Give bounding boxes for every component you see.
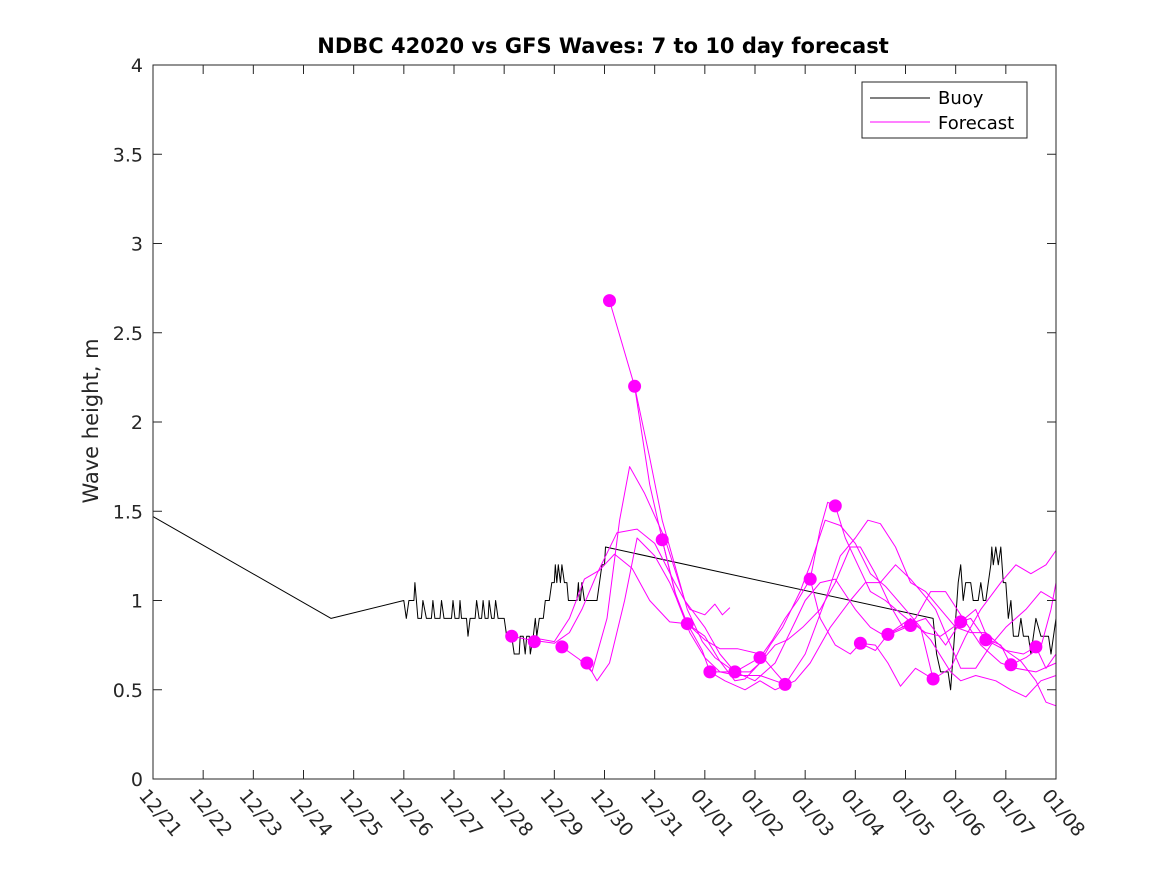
forecast-series-line-9 (809, 550, 1057, 687)
y-tick-label: 1.5 (113, 501, 143, 523)
y-tick-label: 2 (131, 412, 143, 434)
forecast-series-line-6 (634, 386, 1057, 673)
forecast-series-line-11 (887, 617, 1057, 698)
forecast-marker-20 (1004, 658, 1018, 672)
forecast-marker-10 (753, 651, 767, 665)
y-tick-label: 3.5 (113, 144, 143, 166)
forecast-marker-21 (1029, 640, 1043, 654)
legend: Buoy Forecast (861, 81, 1028, 139)
forecast-marker-19 (979, 633, 993, 647)
forecast-marker-5 (628, 379, 642, 393)
legend-forecast-label: Forecast (938, 113, 1014, 134)
y-tick-label: 0.5 (113, 680, 143, 702)
chart-title: NDBC 42020 vs GFS Waves: 7 to 10 day for… (317, 34, 888, 58)
forecast-marker-1 (527, 635, 541, 649)
forecast-marker-13 (828, 499, 842, 513)
forecast-marker-6 (655, 533, 669, 547)
forecast-marker-15 (881, 627, 895, 641)
forecast-marker-12 (803, 572, 817, 586)
legend-box (861, 81, 1028, 139)
forecast-marker-17 (926, 672, 940, 686)
marker-layer (505, 294, 1043, 691)
forecast-marker-9 (728, 665, 742, 679)
forecast-marker-3 (580, 656, 594, 670)
plot-area (153, 65, 1056, 779)
forecast-marker-11 (778, 677, 792, 691)
forecast-marker-4 (603, 294, 616, 308)
forecast-marker-8 (703, 665, 717, 679)
forecast-marker-16 (904, 619, 917, 632)
y-tick-label: 2.5 (113, 323, 143, 345)
forecast-marker-2 (555, 640, 569, 654)
y-axis-label: Wave height, m (79, 338, 103, 503)
forecast-series-line-8 (709, 564, 1057, 691)
forecast-marker-18 (954, 615, 968, 629)
buoy-series-line (152, 516, 1057, 691)
y-tick-label: 1 (131, 591, 143, 613)
forecast-series-line-3 (561, 466, 911, 682)
forecast-series-line-1 (511, 528, 731, 644)
forecast-marker-14 (853, 636, 867, 650)
y-tick-label: 0 (131, 769, 143, 791)
y-tick-label: 4 (131, 55, 143, 77)
forecast-marker-7 (680, 617, 694, 631)
legend-buoy-label: Buoy (938, 88, 984, 109)
forecast-marker-0 (505, 629, 519, 643)
forecast-series-line-2 (534, 553, 787, 685)
y-tick-label: 3 (131, 234, 143, 256)
